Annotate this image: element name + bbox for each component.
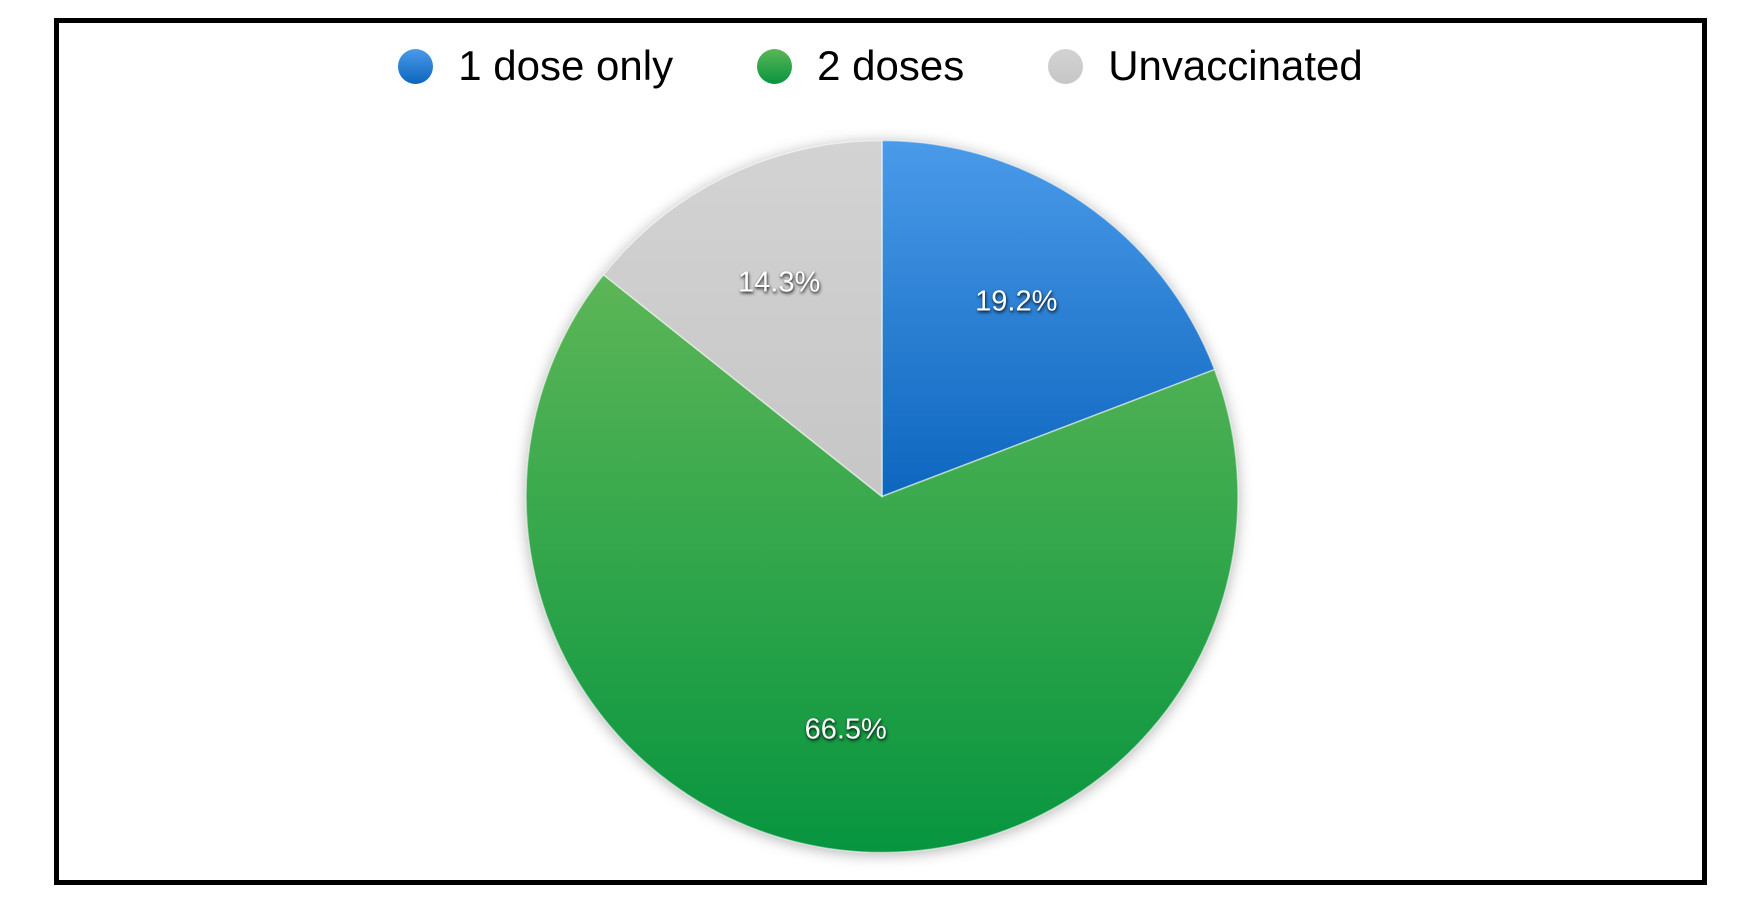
pie-slice-unvaccinated[interactable] <box>602 139 883 499</box>
legend-item-2-doses[interactable]: 2 doses <box>757 45 964 87</box>
legend-item-unvaccinated[interactable]: Unvaccinated <box>1048 42 1363 89</box>
chart-legend: 1 dose only 2 doses Unvaccinated <box>59 45 1702 87</box>
legend-label: Unvaccinated <box>1108 42 1363 89</box>
legend-item-1-dose-only[interactable]: 1 dose only <box>398 45 673 87</box>
legend-dot-gray-icon <box>1048 48 1084 84</box>
legend-label: 1 dose only <box>458 42 674 89</box>
legend-dot-green-icon <box>757 48 793 84</box>
legend-dot-blue-icon <box>398 48 434 84</box>
legend-label: 2 doses <box>817 42 965 89</box>
pie-slice-1-dose-only[interactable] <box>881 139 1216 498</box>
pie-slice-2-doses[interactable] <box>525 273 1239 854</box>
pie-group <box>525 139 1239 854</box>
